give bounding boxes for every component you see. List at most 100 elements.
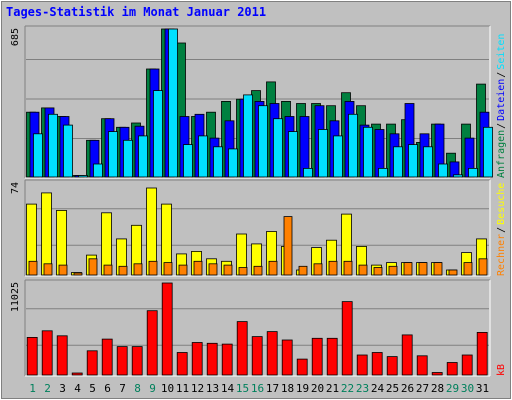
x-tick-label-10: 10 bbox=[161, 382, 174, 395]
bar-rechner-27 bbox=[418, 262, 428, 276]
chart-title: Tages-Statistik im Monat Januar 2011 bbox=[6, 5, 266, 19]
x-tick-label-7: 7 bbox=[119, 382, 126, 395]
bar-kb-26 bbox=[401, 334, 413, 376]
bar-seiten-16 bbox=[258, 105, 268, 178]
bar-seiten-8 bbox=[138, 135, 148, 178]
chart-panels: 685Anfragen/Dateien/Seiten74Rechner/Besu… bbox=[10, 25, 507, 377]
bar-seiten-15 bbox=[243, 94, 253, 178]
bar-kb-31 bbox=[476, 331, 488, 376]
x-tick-label-3: 3 bbox=[59, 382, 66, 395]
x-tick-label-26: 26 bbox=[401, 382, 414, 395]
x-tick-label-6: 6 bbox=[104, 382, 111, 395]
bar-seiten-22 bbox=[348, 113, 358, 178]
x-tick-label-13: 13 bbox=[206, 382, 219, 395]
bar-rechner-18 bbox=[283, 216, 293, 276]
legend-label: kB bbox=[496, 364, 507, 376]
bar-rechner-11 bbox=[178, 264, 188, 276]
bar-kb-15 bbox=[236, 321, 248, 376]
series-rechner bbox=[28, 216, 488, 276]
x-tick-label-9: 9 bbox=[149, 382, 156, 395]
bar-besuche-2 bbox=[41, 192, 52, 276]
bar-seiten-30 bbox=[468, 167, 478, 178]
x-tick-label-12: 12 bbox=[191, 382, 204, 395]
bar-kb-11 bbox=[176, 352, 188, 376]
x-tick-label-11: 11 bbox=[176, 382, 189, 395]
bar-kb-13 bbox=[206, 342, 218, 376]
bar-rechner-22 bbox=[343, 260, 353, 276]
panel-kbytes: 11025 kB bbox=[10, 279, 507, 377]
bar-rechner-13 bbox=[208, 263, 218, 276]
x-tick-label-8: 8 bbox=[134, 382, 141, 395]
x-tick-label-16: 16 bbox=[251, 382, 264, 395]
bar-seiten-19 bbox=[303, 167, 313, 178]
bar-rechner-6 bbox=[103, 264, 113, 276]
series-seiten bbox=[33, 28, 493, 178]
bar-rechner-2 bbox=[43, 263, 53, 276]
y-max-label: 11025 bbox=[10, 282, 21, 312]
bar-rechner-20 bbox=[313, 263, 323, 276]
x-tick-label-14: 14 bbox=[221, 382, 235, 395]
bar-seiten-27 bbox=[423, 146, 433, 178]
bar-seiten-13 bbox=[213, 146, 223, 178]
x-tick-label-21: 21 bbox=[326, 382, 339, 395]
bar-kb-27 bbox=[416, 355, 428, 376]
legend-separator: / bbox=[496, 72, 507, 78]
bar-kb-9 bbox=[146, 310, 158, 376]
bar-seiten-14 bbox=[228, 148, 238, 178]
bar-rechner-25 bbox=[388, 265, 398, 276]
bar-seiten-24 bbox=[378, 167, 388, 178]
bar-kb-6 bbox=[101, 338, 113, 376]
y-max-label: 74 bbox=[10, 182, 21, 194]
bar-seiten-4 bbox=[78, 175, 88, 178]
bar-kb-8 bbox=[131, 346, 143, 376]
x-tick-label-31: 31 bbox=[476, 382, 489, 395]
bar-seiten-28 bbox=[438, 163, 448, 178]
bar-kb-5 bbox=[86, 350, 98, 376]
bar-kb-22 bbox=[341, 301, 353, 376]
bar-seiten-18 bbox=[288, 131, 298, 178]
x-tick-label-25: 25 bbox=[386, 382, 399, 395]
bar-seiten-7 bbox=[123, 139, 133, 178]
x-tick-label-27: 27 bbox=[416, 382, 429, 395]
bar-dateien-19 bbox=[299, 116, 310, 178]
bar-rechner-29 bbox=[448, 269, 458, 276]
bar-seiten-1 bbox=[33, 133, 43, 178]
legend-separator: / bbox=[496, 227, 507, 233]
bar-kb-23 bbox=[356, 354, 368, 376]
bar-rechner-8 bbox=[133, 263, 143, 276]
x-tick-label-18: 18 bbox=[281, 382, 294, 395]
bar-seiten-17 bbox=[273, 118, 283, 178]
x-tick-label-15: 15 bbox=[236, 382, 249, 395]
x-axis-labels: 1 2 3 4 5 6 7 8 9 10 11 12 13 14 15 16 17 18 19 20 21 22 23 24 2… bbox=[29, 382, 489, 395]
panel-visits-sites: 74 Rechner/ Besuche bbox=[10, 179, 507, 277]
bar-seiten-10 bbox=[168, 28, 178, 178]
bar-rechner-26 bbox=[403, 262, 413, 276]
bar-rechner-7 bbox=[118, 265, 128, 276]
bar-seiten-31 bbox=[483, 126, 493, 178]
bar-seiten-11 bbox=[183, 144, 193, 178]
x-tick-label-28: 28 bbox=[431, 382, 444, 395]
bar-rechner-23 bbox=[358, 264, 368, 276]
bar-rechner-10 bbox=[163, 262, 173, 276]
bar-rechner-19 bbox=[298, 265, 308, 276]
x-tick-label-22: 22 bbox=[341, 382, 354, 395]
bar-seiten-12 bbox=[198, 135, 208, 178]
bar-rechner-9 bbox=[148, 260, 158, 276]
bar-kb-2 bbox=[41, 330, 53, 376]
bar-seiten-25 bbox=[393, 146, 403, 178]
bar-kb-25 bbox=[386, 356, 398, 376]
bar-rechner-15 bbox=[238, 267, 248, 276]
legend-separator: / bbox=[496, 123, 507, 129]
bar-kb-14 bbox=[221, 343, 233, 376]
bar-rechner-31 bbox=[478, 258, 488, 276]
bar-kb-28 bbox=[431, 372, 443, 376]
bar-kb-24 bbox=[371, 352, 383, 376]
bar-rechner-4 bbox=[73, 272, 83, 276]
x-tick-label-5: 5 bbox=[89, 382, 96, 395]
legend-label: Anfragen bbox=[496, 130, 507, 178]
y-max-label: 685 bbox=[10, 28, 21, 46]
bar-kb-29 bbox=[446, 362, 458, 376]
bar-kb-21 bbox=[326, 337, 338, 376]
